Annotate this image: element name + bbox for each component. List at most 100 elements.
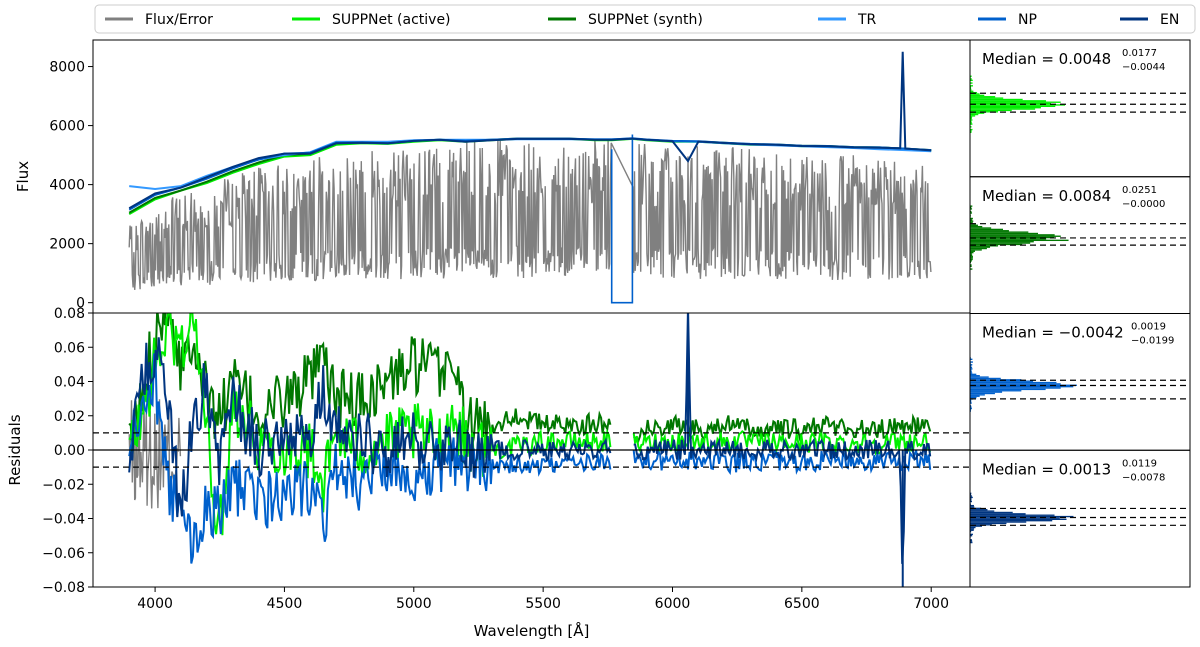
median-prefix: Median = — [982, 324, 1059, 342]
histogram-bar — [970, 541, 973, 544]
histogram-bar — [970, 376, 989, 378]
residuals-panel: −0.08 −0.06 −0.04 −0.02 0.00 0.02 0.04 0.06 0.08… — [6, 306, 971, 640]
histogram-bar — [970, 373, 977, 376]
histogram-bar — [970, 522, 1007, 525]
histogram-bar — [970, 231, 1029, 233]
histogram-bar — [970, 131, 972, 133]
histogram-bar — [970, 105, 1056, 108]
histogram-bar — [970, 506, 975, 508]
histogram-bar — [970, 358, 973, 360]
histogram-bar — [970, 260, 972, 262]
histogram-bar — [970, 107, 1041, 109]
legend-box — [94, 4, 1196, 34]
histogram-2: Median = −0.0042 0.0019 −0.0199 — [969, 313, 1191, 451]
histogram-bar — [970, 496, 973, 499]
histogram-bar — [970, 388, 1046, 391]
histogram-bar — [970, 206, 972, 209]
histogram-bar — [970, 498, 972, 500]
histogram-bar — [970, 377, 1001, 380]
histogram-bar — [970, 113, 979, 116]
histogram-bar — [970, 540, 973, 542]
histogram-bar — [970, 514, 1055, 516]
histogram-bar — [970, 210, 972, 213]
histogram-bar — [970, 90, 974, 92]
median-label: Median = 0.0013 — [982, 460, 1111, 478]
histogram-bar — [970, 93, 980, 95]
histogram-bar — [970, 492, 972, 495]
histogram-bar — [970, 361, 973, 363]
histogram-bar — [970, 521, 1027, 523]
histogram-bar — [970, 265, 972, 268]
median-label: Median = 0.0048 — [982, 50, 1111, 68]
histogram-bar — [970, 228, 1004, 231]
x-tick-label: 5500 — [525, 596, 561, 612]
histogram-bar — [970, 499, 972, 501]
histogram-bar — [970, 122, 972, 124]
histogram-bar — [970, 108, 1036, 110]
histogram-bar — [970, 224, 978, 226]
histogram-bar — [970, 82, 973, 84]
histogram-bar — [970, 375, 980, 377]
legend-label: SUPPNet (synth) — [588, 12, 703, 28]
y-tick-label: 0.04 — [54, 375, 85, 391]
median-value: −0.0042 — [1059, 324, 1124, 342]
histogram-bar — [970, 401, 972, 403]
histogram-bar — [970, 504, 974, 507]
histogram-bar — [970, 75, 972, 77]
histogram-bar — [970, 123, 973, 125]
histogram-bar — [970, 98, 1023, 101]
histogram-bar — [970, 241, 1034, 243]
histogram-bar — [970, 372, 973, 374]
x-tick-label: 6000 — [655, 596, 691, 612]
histogram-bar — [970, 391, 1003, 393]
histogram-bar — [970, 406, 972, 408]
y-axis-label: Residuals — [6, 414, 24, 485]
flux-error-line — [128, 140, 932, 290]
histogram-bar — [970, 94, 985, 97]
y-tick-label: 0.00 — [54, 443, 85, 459]
histogram-bar — [970, 212, 973, 214]
histogram-bar — [970, 85, 973, 87]
spectrum-panel: 0 2000 4000 6000 8000 Flux — [14, 39, 971, 314]
histogram-bar — [970, 254, 973, 257]
histogram-bar — [970, 79, 973, 82]
histogram-bar — [970, 407, 972, 410]
histogram-bar — [970, 402, 972, 404]
histogram-bar — [970, 394, 985, 396]
median-lower: −0.0199 — [1131, 336, 1174, 347]
histogram-bar — [970, 112, 985, 114]
histogram-bar — [970, 245, 998, 247]
histogram-bar — [970, 519, 1053, 522]
histogram-bar — [970, 246, 991, 248]
residual-line-en — [128, 313, 932, 564]
histogram-bar — [970, 392, 995, 395]
histogram-bar — [970, 500, 972, 503]
histogram-bar — [970, 385, 1074, 388]
histogram-bar — [970, 232, 1039, 235]
median-value: 0.0048 — [1059, 50, 1112, 68]
histogram-bar — [970, 395, 980, 397]
histogram-bar — [970, 249, 982, 251]
histogram-bar — [970, 510, 995, 512]
histogram-bar — [970, 409, 972, 411]
histogram-bar — [970, 251, 974, 254]
y-tick-label: 0 — [76, 296, 85, 312]
histogram-bar — [970, 533, 973, 536]
histogram-bar — [970, 494, 972, 496]
histogram-bar — [970, 264, 972, 266]
x-tick-label: 4500 — [267, 596, 303, 612]
y-tick-label: 8000 — [49, 60, 85, 76]
histogram-bar — [970, 130, 972, 132]
histogram-bar — [970, 230, 1009, 232]
median-upper: 0.0251 — [1122, 185, 1157, 196]
histogram-bar — [970, 96, 996, 98]
histogram-bar — [970, 366, 973, 369]
histogram-bar — [970, 239, 1069, 242]
histogram-bar — [970, 242, 1031, 244]
y-tick-label: −0.02 — [42, 477, 85, 493]
y-tick-label: 0.08 — [54, 306, 85, 322]
y-axis-label: Flux — [14, 161, 32, 192]
histogram-bar — [970, 515, 1074, 518]
